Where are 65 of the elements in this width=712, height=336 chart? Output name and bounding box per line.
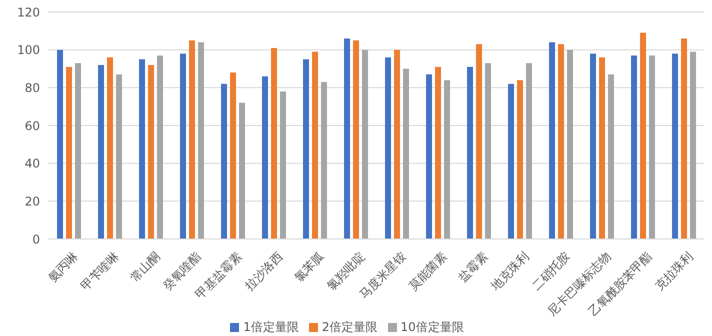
bar (262, 76, 268, 239)
bar (57, 50, 64, 239)
bar (608, 74, 614, 239)
bar (148, 64, 154, 239)
bar (189, 40, 196, 239)
bar (444, 80, 450, 239)
x-tick-label: 常山酮 (127, 249, 163, 285)
bar (139, 59, 146, 239)
legend-label: 10倍定量限 (400, 320, 464, 334)
bar (599, 57, 606, 239)
bar (107, 57, 114, 239)
bar (180, 54, 186, 239)
bar (517, 80, 524, 239)
bar (590, 54, 596, 239)
bar (426, 74, 432, 239)
bar (221, 84, 228, 239)
y-tick-label: 40 (24, 156, 40, 171)
legend-label: 1倍定量限 (243, 320, 299, 334)
bar (353, 40, 360, 239)
y-tick-label: 80 (24, 80, 40, 95)
x-tick-label: 甲苄喹啉 (78, 249, 122, 294)
bar (690, 52, 696, 239)
y-tick-label: 120 (17, 5, 40, 20)
x-tick-label: 拉沙洛西 (242, 249, 286, 294)
bar (640, 32, 646, 239)
bar (362, 50, 368, 239)
bar (98, 64, 104, 239)
bar (344, 38, 350, 239)
bar (75, 63, 82, 239)
bar (230, 72, 236, 239)
legend-label: 2倍定量限 (322, 320, 378, 334)
bar (476, 44, 482, 239)
bar (312, 52, 318, 239)
bar (672, 54, 678, 239)
bar (198, 42, 204, 239)
bar (394, 50, 400, 239)
bar (435, 66, 442, 239)
bar (321, 82, 328, 239)
bar (239, 102, 246, 239)
y-tick-label: 60 (24, 118, 40, 133)
x-tick-label: 莫能菌素 (406, 249, 450, 294)
bar (549, 42, 556, 239)
y-tick-label: 0 (32, 232, 40, 246)
bar (66, 66, 72, 239)
x-tick-label: 氯苯胍 (291, 249, 327, 285)
bar (631, 56, 638, 239)
y-tick-label: 100 (17, 43, 40, 58)
bar (567, 50, 574, 239)
bar (485, 63, 492, 239)
bar (526, 63, 532, 239)
y-tick-label: 20 (24, 194, 40, 208)
x-tick-label: 克拉珠利 (652, 249, 696, 294)
bar (508, 84, 514, 239)
bar (385, 57, 392, 239)
bar (271, 48, 278, 239)
bar (280, 91, 286, 239)
bar (558, 44, 564, 239)
bar (116, 74, 122, 239)
bar (403, 68, 410, 239)
bar (303, 59, 310, 239)
x-tick-label: 氨丙啉 (45, 249, 81, 285)
bar (157, 56, 164, 239)
bar (649, 56, 656, 239)
bar (467, 66, 474, 239)
bar (681, 38, 688, 239)
